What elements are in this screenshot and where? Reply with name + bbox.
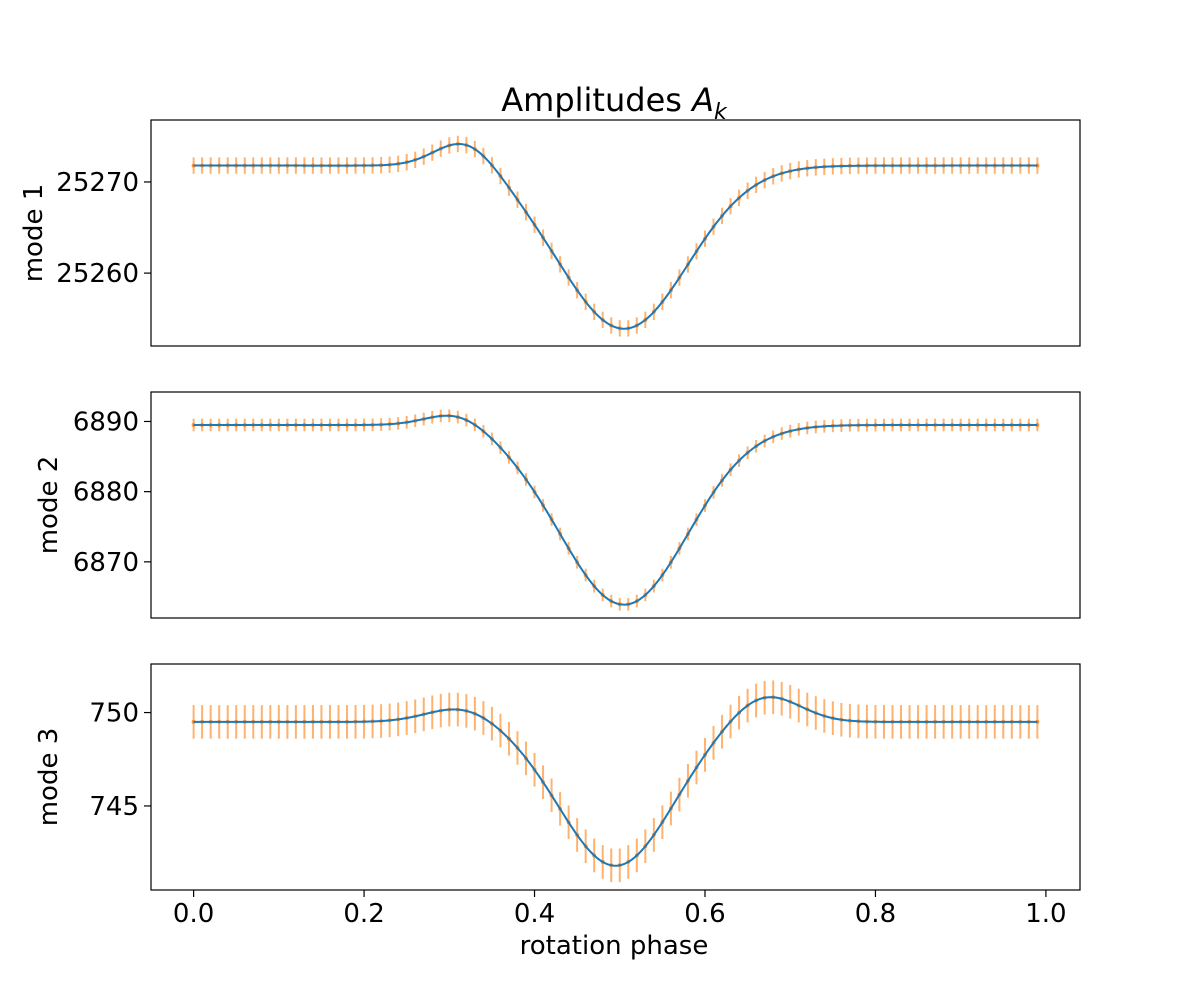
- chart-title-text: Amplitudes: [501, 81, 692, 119]
- y-axis-label: mode 3: [34, 728, 64, 827]
- model-line: [193, 414, 1038, 606]
- y-tick-label: 25260: [56, 259, 139, 289]
- model-line: [193, 142, 1038, 330]
- errorbar-series: [191, 409, 1040, 611]
- x-tick-label: 0.4: [514, 899, 555, 929]
- y-tick-label: 6880: [73, 478, 139, 508]
- y-tick-label: 6870: [73, 548, 139, 578]
- x-tick-label: 1.0: [1025, 899, 1066, 929]
- y-axis-label: mode 1: [19, 184, 49, 283]
- y-tick-label: 750: [89, 699, 139, 729]
- y-tick-label: 25270: [56, 168, 139, 198]
- x-tick-label: 0.6: [684, 899, 725, 929]
- plot-frame: [150, 119, 1081, 347]
- errorbar-series: [191, 680, 1040, 883]
- plot-frame: [150, 391, 1081, 619]
- y-tick-label: 745: [89, 792, 139, 822]
- x-axis-label: rotation phase: [520, 931, 709, 961]
- x-tick-label: 0.8: [855, 899, 896, 929]
- y-axis-label: mode 2: [34, 456, 64, 555]
- plot-frame: [150, 663, 1081, 891]
- subplot-2: 6870 6880 6890 mode 2: [34, 391, 1081, 619]
- chart-title: Amplitudes Ak: [501, 81, 728, 125]
- x-tick-label: 0.0: [173, 899, 214, 929]
- subplot-3: 745 750 0.0 0.2 0.4 0.6 0.8 1.0 mode 3: [34, 663, 1081, 929]
- y-tick-label: 6890: [73, 407, 139, 437]
- chart-title-symbol: A: [690, 81, 714, 119]
- chart-title-subscript: k: [714, 100, 728, 125]
- model-line: [193, 696, 1038, 867]
- x-tick-label: 0.2: [343, 899, 384, 929]
